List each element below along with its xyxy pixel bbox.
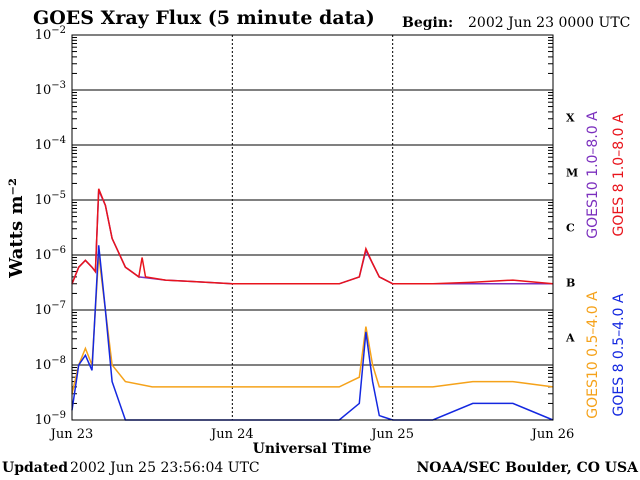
x-tick-label-2: Jun 25 xyxy=(369,427,414,442)
flare-class-C: C xyxy=(566,222,575,235)
y-tick-label-5: 10−7 xyxy=(35,300,66,318)
flare-class-M: M xyxy=(566,167,578,180)
y-tick-label-3: 10−5 xyxy=(35,190,66,208)
x-tick-label-0: Jun 23 xyxy=(49,427,94,442)
chart-title: GOES Xray Flux (5 minute data) xyxy=(33,7,375,29)
y-tick-label-6: 10−8 xyxy=(35,355,66,373)
x-axis-label: Universal Time xyxy=(253,441,372,457)
series-legend: GOES10 1.0–8.0 A GOES 8 1.0–8.0 A GOES10 0… xyxy=(585,111,627,419)
x-tick-label-1: Jun 24 xyxy=(209,427,254,442)
x-tick-label-3: Jun 26 xyxy=(530,427,575,442)
series-line-2 xyxy=(71,254,554,394)
begin-value: 2002 Jun 23 0000 UTC xyxy=(468,15,630,31)
y-tick-label-4: 10−6 xyxy=(35,245,66,263)
y-tick-label-7: 10−9 xyxy=(35,410,66,428)
flare-class-labels: X M C B A xyxy=(565,112,578,345)
x-tick-labels: Jun 23 Jun 24 Jun 25 Jun 26 xyxy=(49,427,575,442)
y-axis-label: Watts m⁻² xyxy=(6,178,27,279)
y-tick-labels: 10−2 10−3 10−4 10−5 10−6 10−7 10−8 10−9 xyxy=(35,25,66,428)
updated-label: Updated xyxy=(2,460,68,476)
legend-item-1: GOES 8 1.0–8.0 A xyxy=(611,113,627,236)
legend-item-3: GOES 8 0.5–4.0 A xyxy=(611,293,627,416)
flare-class-B: B xyxy=(566,277,575,290)
y-tick-label-1: 10−3 xyxy=(35,80,66,98)
flare-class-A: A xyxy=(565,332,575,345)
series-line-1 xyxy=(71,188,554,285)
flare-class-X: X xyxy=(566,112,575,125)
y-tick-label-0: 10−2 xyxy=(35,25,66,43)
legend-item-2: GOES10 0.5–4.0 A xyxy=(585,291,601,419)
begin-label: Begin: xyxy=(402,15,453,31)
plot-frame xyxy=(71,34,554,421)
legend-item-0: GOES10 1.0–8.0 A xyxy=(585,111,601,239)
credit-text: NOAA/SEC Boulder, CO USA xyxy=(417,460,640,476)
updated-value: 2002 Jun 25 23:56:04 UTC xyxy=(70,460,260,476)
y-tick-label-2: 10−4 xyxy=(35,135,66,153)
chart-grid xyxy=(72,34,553,421)
chart-series xyxy=(71,188,554,421)
